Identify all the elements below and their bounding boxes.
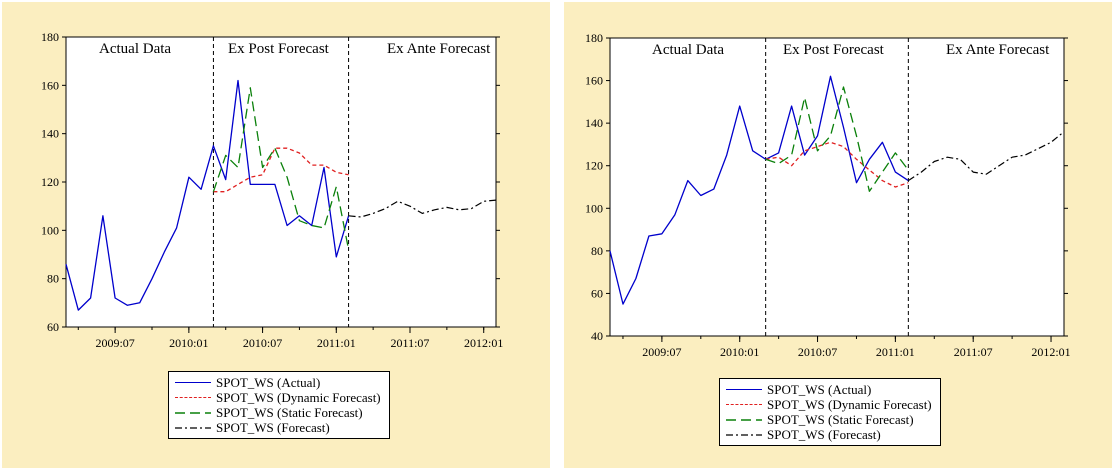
plot-area — [65, 36, 497, 328]
y-tick-label: 120 — [41, 175, 59, 189]
legend-label-dynamic: SPOT_WS (Dynamic Forecast) — [216, 389, 381, 405]
legend-item-forecast: SPOT_WS (Forecast) — [726, 427, 932, 442]
region-label: Ex Ante Forecast — [946, 42, 1050, 58]
series-line-static — [212, 87, 350, 250]
series-line-actual — [609, 75, 909, 305]
legend-label-actual: SPOT_WS (Actual) — [216, 374, 321, 390]
legend-item-dynamic: SPOT_WS (Dynamic Forecast) — [175, 390, 381, 405]
y-tick-label: 100 — [585, 201, 603, 215]
line-chart-right: 40 60 80 100 120 140 160 180 2009:07 2010:01 2010:… — [585, 31, 1071, 359]
series-line-static — [765, 86, 909, 192]
x-tick-label: 2012:01 — [1031, 345, 1070, 359]
legend-item-static: SPOT_WS (Static Forecast) — [175, 405, 381, 420]
y-tick-label: 100 — [41, 223, 59, 237]
x-tick-label: 2009:07 — [642, 345, 681, 359]
y-tick-label: 180 — [41, 30, 59, 44]
y-tick-label: 60 — [47, 320, 59, 334]
x-tick-label: 2010:01 — [720, 345, 759, 359]
legend-line-dynamic — [726, 404, 762, 405]
region-label: Ex Post Forecast — [228, 41, 330, 57]
region-label: Ex Post Forecast — [783, 42, 885, 58]
series-line-dynamic — [213, 147, 349, 193]
x-tick-label: 2011:01 — [876, 345, 915, 359]
y-tick-label: 80 — [47, 272, 59, 286]
legend-label-dynamic: SPOT_WS (Dynamic Forecast) — [767, 396, 932, 412]
legend-item-static: SPOT_WS (Static Forecast) — [726, 412, 932, 427]
legend-line-static — [726, 418, 762, 421]
region-label: Actual Data — [99, 41, 171, 57]
legend-line-actual — [726, 389, 762, 390]
legend-line-dynamic — [175, 397, 211, 398]
legend-item-forecast: SPOT_WS (Forecast) — [175, 420, 381, 435]
legend-item-actual: SPOT_WS (Actual) — [726, 382, 932, 397]
legend-line-forecast — [175, 426, 211, 429]
x-tick-label: 2010:01 — [169, 336, 208, 350]
x-tick-label: 2011:07 — [954, 345, 993, 359]
legend-right: SPOT_WS (Actual) SPOT_WS (Dynamic Foreca… — [719, 378, 941, 446]
y-tick-label: 140 — [41, 127, 59, 141]
x-tick-label: 2012:01 — [464, 336, 503, 350]
y-tick-label: 40 — [591, 329, 603, 343]
series-line-dynamic — [765, 141, 909, 188]
legend-line-actual — [175, 382, 211, 383]
y-tick-label: 60 — [591, 286, 603, 300]
y-tick-label: 180 — [585, 31, 603, 45]
line-chart-left: 60 80 100 120 140 160 180 2009:07 2010:01 2010:07… — [41, 30, 503, 350]
legend-line-static — [175, 411, 211, 414]
legend-item-dynamic: SPOT_WS (Dynamic Forecast) — [726, 397, 932, 412]
legend-label-static: SPOT_WS (Static Forecast) — [216, 404, 363, 420]
legend-label-forecast: SPOT_WS (Forecast) — [216, 419, 330, 435]
series-line-forecast — [907, 131, 1065, 182]
x-tick-label: 2010:07 — [798, 345, 837, 359]
x-tick-label: 2010:07 — [243, 336, 282, 350]
legend-label-forecast: SPOT_WS (Forecast) — [767, 426, 881, 442]
y-tick-label: 140 — [585, 116, 603, 130]
region-label: Actual Data — [652, 42, 724, 58]
legend-label-static: SPOT_WS (Static Forecast) — [767, 411, 914, 427]
legend-item-actual: SPOT_WS (Actual) — [175, 375, 381, 390]
series-line-forecast — [348, 199, 497, 218]
region-label: Ex Ante Forecast — [387, 41, 491, 57]
y-tick-label: 80 — [591, 244, 603, 258]
x-tick-label: 2009:07 — [95, 336, 134, 350]
y-tick-label: 160 — [585, 74, 603, 88]
legend-label-actual: SPOT_WS (Actual) — [767, 381, 872, 397]
plot-area — [609, 37, 1065, 337]
chart-panel-right: 40 60 80 100 120 140 160 180 2009:07 2010:01 2010:… — [564, 2, 1112, 468]
series-line-actual — [65, 79, 350, 311]
legend-line-forecast — [726, 433, 762, 436]
y-tick-label: 120 — [585, 159, 603, 173]
y-tick-label: 160 — [41, 78, 59, 92]
legend-left: SPOT_WS (Actual) SPOT_WS (Dynamic Foreca… — [168, 371, 390, 439]
x-tick-label: 2011:07 — [391, 336, 430, 350]
x-tick-label: 2011:01 — [317, 336, 356, 350]
chart-panel-left: 60 80 100 120 140 160 180 2009:07 2010:01 2010:07… — [2, 2, 550, 468]
